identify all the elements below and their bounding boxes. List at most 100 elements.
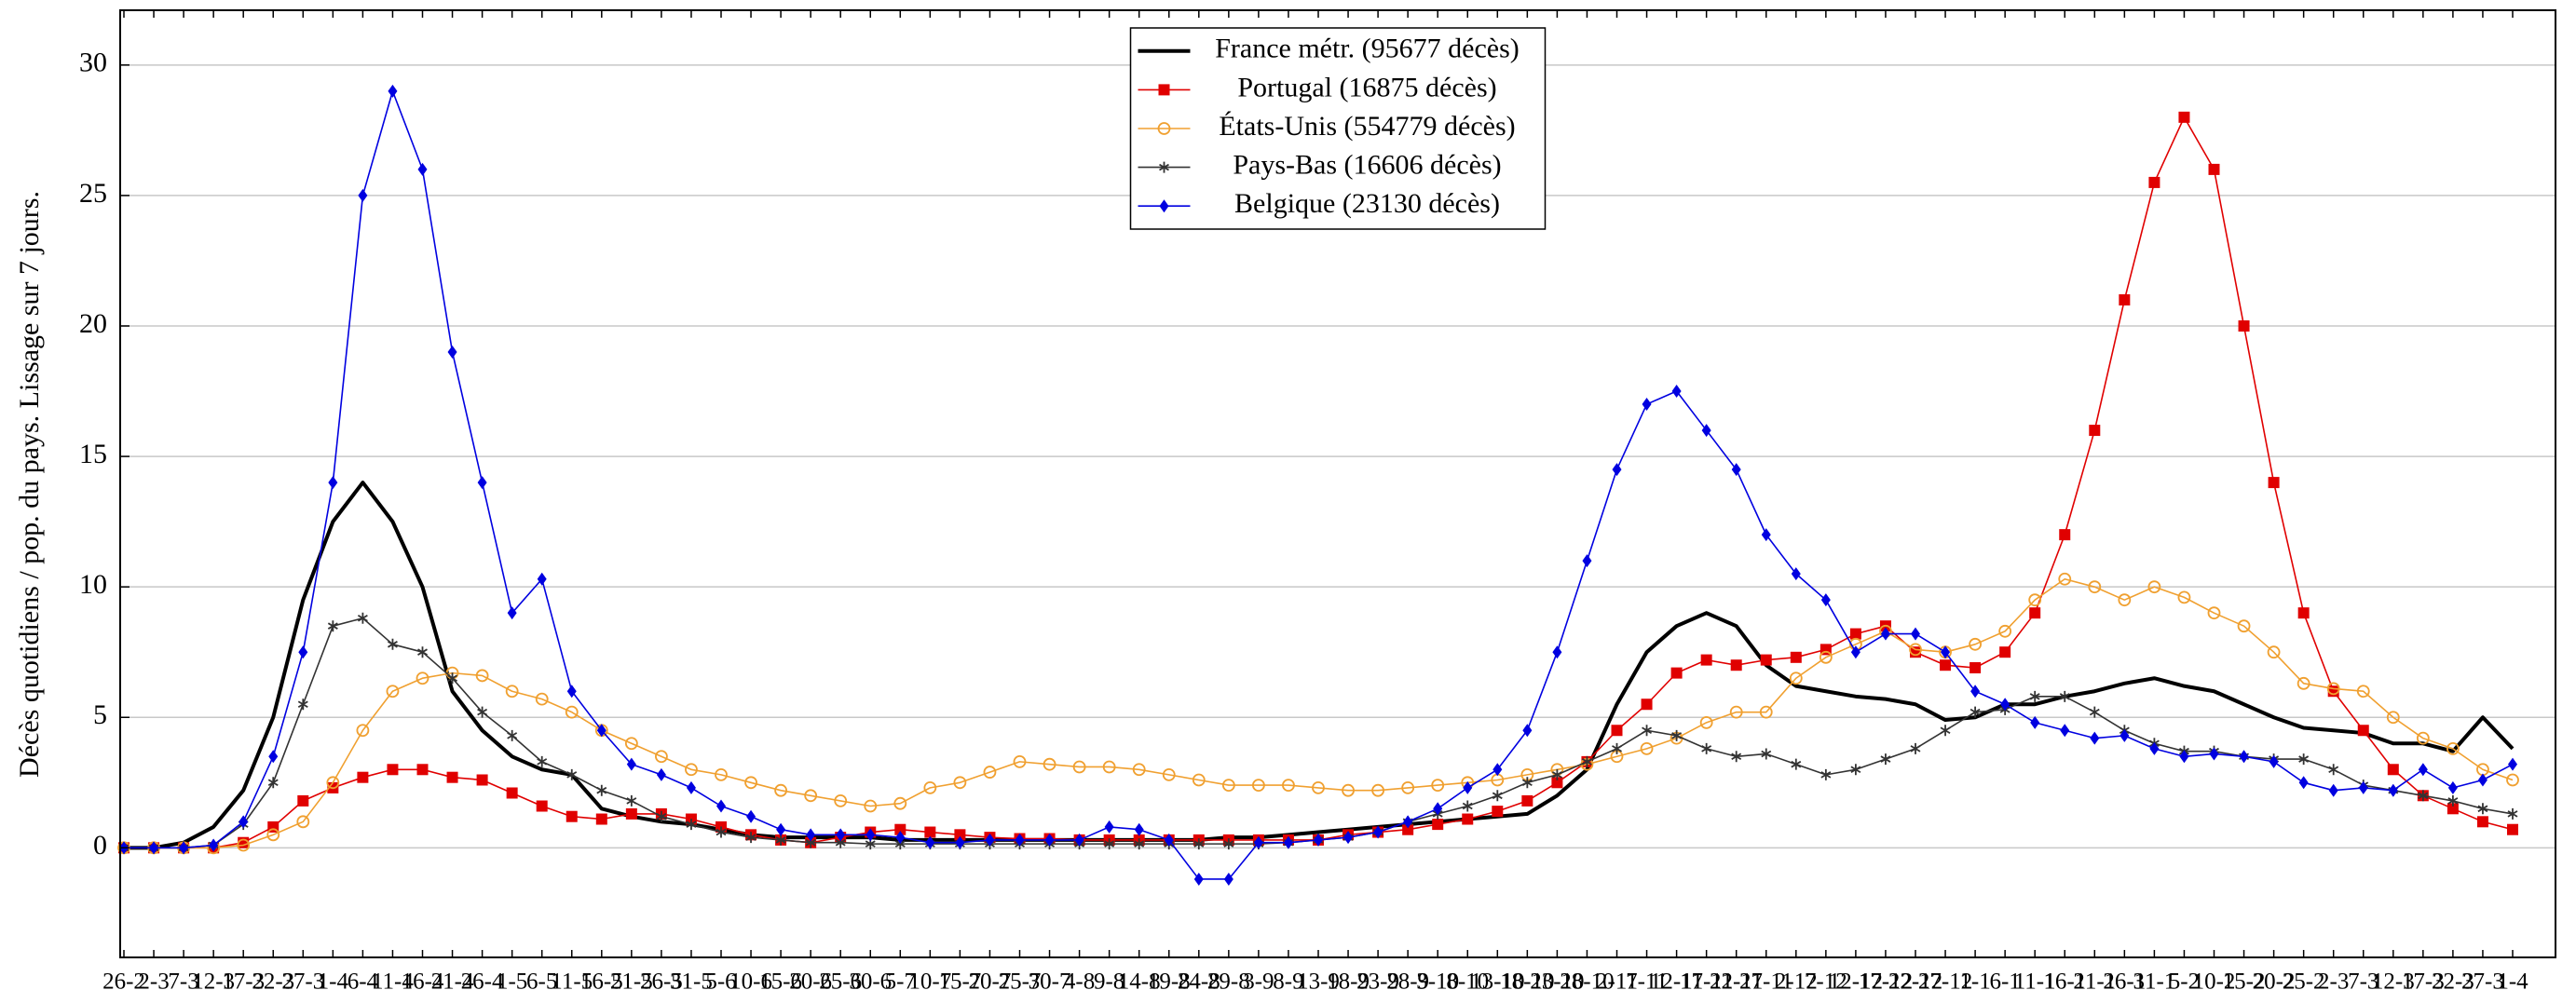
- marker: [955, 835, 965, 849]
- x-tick-label: 11-4: [372, 970, 414, 990]
- marker: [1880, 627, 1890, 641]
- marker: [179, 841, 189, 855]
- marker: [507, 606, 517, 620]
- marker: [864, 799, 878, 813]
- x-tick-label: 2-3: [2318, 970, 2349, 990]
- marker: [327, 620, 338, 632]
- marker: [686, 819, 697, 831]
- marker: [326, 776, 340, 790]
- marker: [1731, 751, 1742, 763]
- x-tick-label: 5-6: [705, 970, 736, 990]
- x-tick-label: 8-9: [1273, 970, 1303, 990]
- x-tick-label: 27-11: [1739, 970, 1792, 990]
- marker: [209, 838, 219, 852]
- marker: [1791, 758, 1802, 770]
- x-tick-label: 15-2: [2223, 970, 2266, 990]
- marker: [2477, 773, 2487, 787]
- marker: [2447, 794, 2459, 807]
- marker: [1462, 813, 1474, 825]
- legend-box: [1129, 27, 1547, 230]
- marker: [716, 826, 727, 838]
- x-tick-label: 16-4: [402, 970, 444, 990]
- marker: [1612, 742, 1622, 754]
- x-tick-label: 10-7: [908, 970, 951, 990]
- marker: [1157, 122, 1171, 135]
- x-tick-label: 10-2: [2193, 970, 2236, 990]
- marker: [1134, 838, 1145, 850]
- x-tick-label: 7-12: [1805, 970, 1847, 990]
- marker: [2388, 783, 2398, 797]
- x-tick-label: 18-9: [1327, 970, 1370, 990]
- x-tick-label: 5-7: [885, 970, 916, 990]
- marker: [894, 823, 906, 835]
- x-tick-label: 20-2: [2253, 970, 2296, 990]
- x-tick-label: 31-1: [2133, 970, 2175, 990]
- marker: [1403, 815, 1413, 829]
- marker: [1999, 646, 2011, 658]
- y-tick-label: 25: [79, 178, 107, 209]
- x-tick-label: 31-5: [670, 970, 713, 990]
- x-tick-label: 15-6: [759, 970, 802, 990]
- marker: [1132, 763, 1146, 777]
- marker: [1552, 645, 1562, 659]
- marker: [2297, 676, 2310, 690]
- x-tick-label: 26-5: [640, 970, 683, 990]
- marker: [776, 822, 786, 836]
- marker: [656, 767, 666, 781]
- marker: [1910, 742, 1921, 754]
- x-tick-label: 21-4: [431, 970, 474, 990]
- marker: [2058, 572, 2072, 586]
- marker: [1969, 706, 1981, 718]
- marker: [2178, 111, 2190, 123]
- x-tick-label: 17-11: [1680, 970, 1733, 990]
- marker: [1463, 780, 1473, 794]
- marker: [1401, 780, 1415, 794]
- marker: [2209, 747, 2219, 761]
- marker: [596, 784, 607, 796]
- x-tick-label: 1-5: [497, 970, 527, 990]
- marker: [2147, 580, 2161, 594]
- series: [124, 481, 2515, 850]
- x-tick-label: 13-9: [1297, 970, 1340, 990]
- x-tick-label: 21-5: [610, 970, 653, 990]
- marker: [2237, 619, 2251, 633]
- marker: [2477, 803, 2488, 815]
- series-line: [124, 577, 2514, 849]
- marker: [2507, 807, 2518, 820]
- marker: [1820, 593, 1831, 607]
- x-tick-label: 17-3: [222, 970, 265, 990]
- marker: [1791, 567, 1801, 581]
- marker: [1941, 645, 1951, 659]
- marker: [1850, 645, 1860, 659]
- marker: [2508, 757, 2517, 771]
- marker: [745, 832, 756, 844]
- marker: [2028, 593, 2042, 607]
- marker: [2059, 529, 2071, 541]
- marker: [1492, 790, 1503, 802]
- marker: [804, 789, 818, 803]
- marker: [2208, 163, 2220, 175]
- marker: [1314, 833, 1323, 847]
- marker: [417, 646, 428, 658]
- marker: [476, 774, 488, 786]
- marker: [356, 724, 370, 738]
- marker: [2297, 607, 2310, 619]
- x-tick-label: 22-11: [1710, 970, 1763, 990]
- marker: [1134, 822, 1144, 836]
- marker: [2238, 320, 2250, 332]
- marker: [1373, 825, 1383, 839]
- marker: [1611, 725, 1623, 737]
- marker: [1013, 754, 1027, 768]
- marker: [1433, 802, 1443, 816]
- marker: [2356, 685, 2370, 698]
- marker: [1492, 763, 1503, 777]
- marker: [2298, 776, 2309, 790]
- marker: [1162, 767, 1176, 781]
- marker: [2207, 606, 2221, 620]
- marker: [1221, 779, 1235, 792]
- x-tick-label: 3-10: [1416, 970, 1459, 990]
- marker: [954, 829, 966, 841]
- x-tick-label: 30-7: [1029, 970, 1071, 990]
- marker: [1761, 528, 1771, 542]
- marker: [328, 476, 338, 490]
